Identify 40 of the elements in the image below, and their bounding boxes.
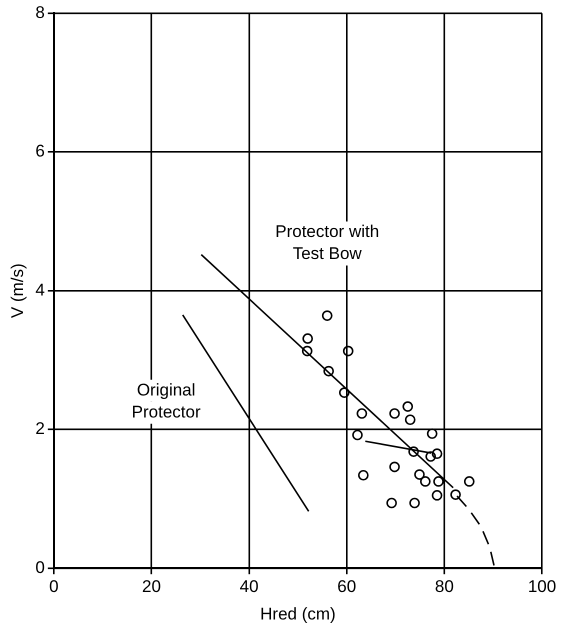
point: [409, 498, 420, 508]
point: [302, 346, 312, 356]
x-tick-label: 0: [49, 577, 59, 596]
point: [352, 430, 363, 440]
y-tick-label: 4: [35, 280, 45, 300]
point: [432, 490, 442, 501]
point: [339, 387, 350, 398]
point: [358, 470, 369, 481]
y-tick-label: 2: [35, 419, 45, 438]
x-axis-title: Hred (cm): [260, 604, 336, 624]
point: [302, 333, 313, 344]
y-tick-label: 0: [35, 558, 45, 577]
annotation: Original Protector: [132, 380, 201, 422]
x-tick-label: 80: [434, 577, 454, 596]
annotation: Protector with Test Bow: [275, 222, 380, 264]
point: [389, 462, 400, 472]
point: [404, 414, 416, 426]
x-tick-label: 40: [240, 577, 259, 596]
point: [402, 401, 414, 412]
point: [408, 446, 419, 457]
x-tick-label: 100: [528, 577, 556, 596]
x-tick-label: 20: [142, 577, 161, 596]
y-tick-label: 6: [35, 142, 45, 161]
point: [464, 476, 475, 487]
point: [432, 448, 442, 460]
point: [356, 408, 368, 419]
y-tick-label: 8: [35, 2, 45, 22]
point: [386, 498, 397, 508]
point: [433, 476, 444, 487]
point: [414, 469, 425, 480]
point: [322, 310, 333, 321]
y-axis-title: V (m/s): [8, 263, 27, 318]
point: [426, 428, 438, 439]
point: [420, 476, 431, 487]
x-tick-label: 60: [337, 577, 356, 596]
point: [323, 366, 334, 376]
point: [342, 346, 354, 356]
point: [425, 451, 436, 462]
point: [389, 408, 400, 419]
point: [450, 489, 461, 500]
